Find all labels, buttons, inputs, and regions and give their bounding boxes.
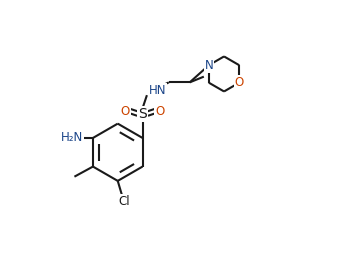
Text: N: N (204, 59, 213, 72)
Text: O: O (234, 76, 244, 89)
Text: S: S (138, 107, 147, 121)
Text: HN: HN (149, 84, 166, 97)
Text: H₂N: H₂N (61, 132, 83, 145)
Text: O: O (155, 104, 164, 118)
Text: O: O (120, 104, 130, 118)
Text: Cl: Cl (118, 195, 130, 208)
